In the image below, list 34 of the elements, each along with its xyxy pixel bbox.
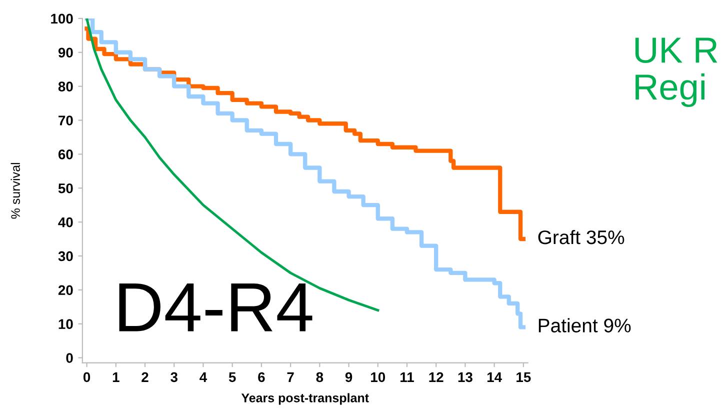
y-tick-label: 90 — [58, 48, 73, 58]
annotation: D4-R4 — [119, 283, 312, 332]
y-tick-label: 100 — [51, 14, 73, 24]
x-tick-label: 5 — [228, 372, 236, 382]
x-tick-label: 10 — [371, 372, 386, 382]
x-tick-label: 3 — [170, 372, 178, 382]
y-tick-label: 0 — [66, 353, 73, 363]
x-tick-label: 12 — [429, 372, 444, 382]
x-axis-title: Years post-transplant — [241, 393, 369, 405]
y-axis-title: % survival — [10, 163, 20, 219]
y-tick-label: 30 — [58, 251, 73, 262]
y-tick-label: 60 — [58, 150, 73, 160]
x-tick-label: 9 — [345, 372, 352, 382]
series-label: Patient 9% — [538, 318, 631, 332]
x-tick-label: 15 — [516, 372, 531, 382]
x-tick-label: 6 — [258, 372, 265, 382]
x-tick-label: 2 — [142, 372, 148, 382]
y-tick-label: 50 — [58, 183, 73, 194]
x-tick-label: 11 — [400, 372, 414, 382]
series-label: Graft 35% — [538, 230, 624, 244]
x-tick-label: 7 — [287, 372, 294, 382]
y-tick-label: 70 — [58, 116, 73, 126]
x-tick-label: 14 — [487, 372, 502, 382]
y-tick-label: 20 — [58, 285, 73, 296]
x-tick-label: 0 — [83, 372, 90, 382]
x-tick-label: 1 — [112, 372, 120, 382]
x-tick-label: 4 — [200, 372, 208, 382]
y-tick-label: 80 — [58, 82, 73, 92]
x-tick-label: 13 — [458, 372, 472, 382]
y-tick-label: 10 — [58, 319, 73, 329]
y-tick-label: 40 — [58, 217, 73, 228]
x-tick-label: 8 — [316, 372, 324, 382]
text: UK R — [635, 38, 718, 63]
text: Regi — [636, 73, 704, 108]
